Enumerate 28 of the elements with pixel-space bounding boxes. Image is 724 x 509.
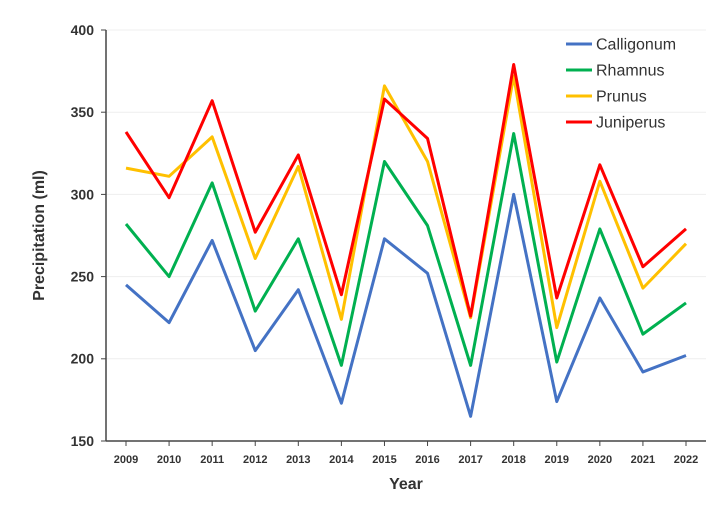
x-tick-label: 2010	[156, 454, 182, 466]
x-tick-label: 2014	[329, 454, 354, 466]
y-tick-label: 200	[70, 350, 94, 367]
legend-label: Prunus	[596, 88, 647, 106]
x-tick-label: 2019	[544, 454, 570, 466]
x-tick-label: 2016	[415, 454, 440, 466]
x-tick-label: 2018	[501, 454, 526, 466]
x-axis-title: Year	[389, 476, 423, 493]
y-tick-label: 400	[70, 22, 94, 38]
line-series	[124, 192, 688, 418]
x-tick-label: 2017	[458, 454, 483, 466]
y-tick-label: 150	[70, 432, 94, 449]
y-axis-title: Precipitation (ml)	[31, 170, 48, 301]
x-tick-label: 2021	[630, 454, 656, 466]
line-series	[124, 132, 688, 367]
legend-label: Rhamnus	[596, 62, 664, 80]
y-tick-label: 300	[70, 186, 94, 202]
x-tick-label: 2009	[114, 454, 138, 466]
x-tick-label: 2011	[200, 454, 224, 466]
legend-label: Juniperus	[596, 114, 666, 132]
y-tick-label: 350	[70, 104, 94, 120]
y-tick-label: 250	[70, 268, 94, 284]
x-tick-label: 2022	[674, 454, 698, 466]
x-tick-label: 2020	[588, 454, 612, 466]
x-tick-label: 2013	[286, 454, 311, 466]
x-tick-label: 2015	[372, 454, 397, 466]
legend-label: Calligonum	[596, 36, 676, 54]
x-tick-label: 2012	[242, 454, 268, 466]
